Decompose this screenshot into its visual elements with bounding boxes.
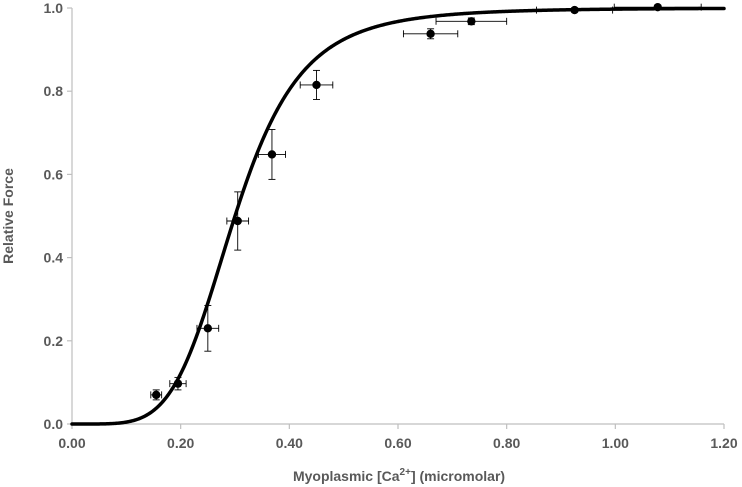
data-point-marker bbox=[152, 390, 161, 400]
data-point-marker bbox=[653, 2, 662, 12]
tick-labels-layer: 0.00 0.20 0.40 0.60 0.80 1.00 1.20 0.0 0.2 0.4 0.6… bbox=[44, 0, 738, 451]
data-point-marker bbox=[203, 324, 213, 333]
data-point bbox=[226, 191, 250, 251]
data-point bbox=[196, 304, 220, 352]
axes bbox=[67, 7, 725, 429]
data-point-marker bbox=[267, 150, 277, 159]
x-tick-label: 0.60 bbox=[384, 435, 411, 451]
y-tick-label: 0.2 bbox=[44, 333, 64, 349]
data-point bbox=[257, 129, 286, 180]
fit-curve bbox=[70, 6, 726, 426]
data-point bbox=[435, 17, 508, 26]
data-point-marker bbox=[312, 80, 321, 90]
x-tick-label: 0.80 bbox=[493, 435, 520, 451]
data-points-layer bbox=[150, 2, 702, 401]
x-tick-label: 0.20 bbox=[167, 435, 194, 451]
data-point bbox=[402, 28, 459, 40]
data-point-marker bbox=[173, 379, 183, 388]
y-tick-label: 0.4 bbox=[44, 250, 64, 266]
data-point bbox=[150, 389, 163, 401]
x-axis-title: Myoplasmic [Ca2+] (micromolar) bbox=[293, 467, 505, 484]
data-point bbox=[613, 2, 702, 12]
x-tick-label: 1.20 bbox=[710, 435, 737, 451]
y-tick-label: 0.8 bbox=[44, 83, 64, 99]
data-point-marker bbox=[467, 17, 476, 26]
x-tick-label: 0.40 bbox=[276, 435, 303, 451]
data-point bbox=[536, 5, 614, 15]
y-tick-label: 0.6 bbox=[44, 166, 64, 182]
y-tick-label: 1.0 bbox=[44, 0, 64, 16]
y-tick-label: 0.0 bbox=[44, 416, 64, 432]
data-point-marker bbox=[233, 216, 242, 226]
fit-curve-layer bbox=[70, 6, 726, 426]
data-point bbox=[299, 69, 334, 100]
data-point bbox=[169, 376, 187, 391]
x-tick-label: 0.00 bbox=[58, 435, 85, 451]
data-point-marker bbox=[570, 5, 579, 15]
x-tick-label: 1.00 bbox=[602, 435, 629, 451]
y-axis-title: Relative Force bbox=[0, 168, 16, 264]
data-point-marker bbox=[426, 29, 435, 38]
